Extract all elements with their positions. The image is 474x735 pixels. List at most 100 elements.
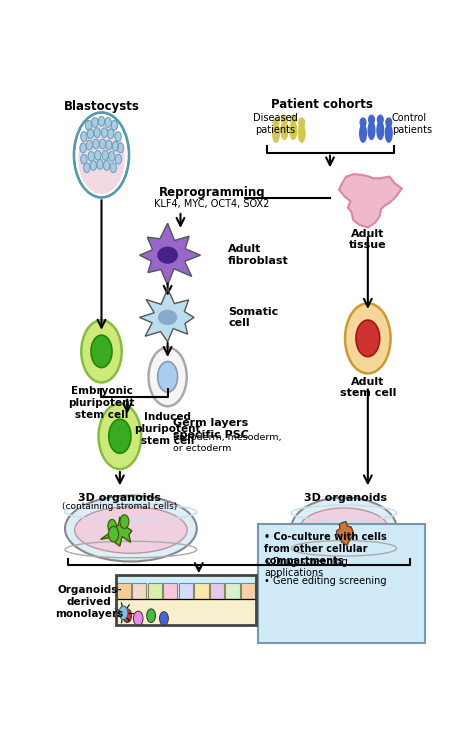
Circle shape <box>103 161 110 171</box>
Circle shape <box>112 141 118 151</box>
Text: (containing stromal cells): (containing stromal cells) <box>62 503 177 512</box>
Circle shape <box>82 320 122 382</box>
Ellipse shape <box>74 506 187 553</box>
Text: Adult
tissue: Adult tissue <box>349 229 387 250</box>
Circle shape <box>74 112 129 198</box>
Text: • Co-culture with cells
from other cellular
compartments: • Co-culture with cells from other cellu… <box>264 532 387 566</box>
Circle shape <box>102 151 108 160</box>
Ellipse shape <box>158 247 177 263</box>
Bar <box>194 583 209 599</box>
Circle shape <box>115 154 121 164</box>
Ellipse shape <box>360 124 366 142</box>
Circle shape <box>84 163 90 173</box>
Text: Adult
fibroblast: Adult fibroblast <box>228 244 289 266</box>
Circle shape <box>160 612 168 625</box>
Text: Patient cohorts: Patient cohorts <box>271 98 373 110</box>
Circle shape <box>111 121 118 130</box>
Text: Reprogramming: Reprogramming <box>158 187 265 199</box>
Circle shape <box>86 140 92 150</box>
Circle shape <box>88 151 94 161</box>
Circle shape <box>134 611 143 626</box>
Polygon shape <box>337 522 354 545</box>
Circle shape <box>146 609 155 623</box>
Text: Somatic
cell: Somatic cell <box>228 306 279 329</box>
Circle shape <box>120 514 129 528</box>
Text: Germ layers
specific PSC: Germ layers specific PSC <box>173 418 249 440</box>
Text: Blastocysts: Blastocysts <box>64 101 139 113</box>
Ellipse shape <box>290 122 297 140</box>
Bar <box>116 599 256 625</box>
Circle shape <box>95 151 101 160</box>
Circle shape <box>97 159 103 169</box>
Bar <box>117 583 131 599</box>
Circle shape <box>99 117 105 126</box>
Text: Endoderm, mesoderm,
or ectoderm: Endoderm, mesoderm, or ectoderm <box>173 434 282 453</box>
Text: • Drug screening
applications: • Drug screening applications <box>264 557 348 578</box>
Circle shape <box>360 118 366 127</box>
Circle shape <box>115 132 121 141</box>
Circle shape <box>299 118 305 127</box>
Ellipse shape <box>291 498 397 559</box>
Bar <box>116 576 256 599</box>
Bar <box>226 583 239 599</box>
Circle shape <box>108 129 114 139</box>
Ellipse shape <box>273 124 279 142</box>
Ellipse shape <box>299 508 389 552</box>
Ellipse shape <box>159 310 177 324</box>
Circle shape <box>93 139 99 148</box>
Circle shape <box>356 320 380 356</box>
Circle shape <box>110 163 117 173</box>
FancyBboxPatch shape <box>258 524 425 643</box>
Circle shape <box>118 143 124 153</box>
Ellipse shape <box>65 495 197 562</box>
Text: Control
patients: Control patients <box>392 113 432 135</box>
Ellipse shape <box>377 122 383 140</box>
Ellipse shape <box>385 124 392 142</box>
Polygon shape <box>139 289 194 342</box>
Circle shape <box>91 335 112 368</box>
Ellipse shape <box>298 124 305 142</box>
Text: Embryonic
pluripotent
stem cell: Embryonic pluripotent stem cell <box>68 387 135 420</box>
Circle shape <box>79 123 124 193</box>
Circle shape <box>109 151 115 161</box>
Text: Organoids-
derived
monolayers: Organoids- derived monolayers <box>55 586 124 619</box>
Circle shape <box>90 161 97 171</box>
Circle shape <box>273 118 279 127</box>
Circle shape <box>282 115 287 124</box>
Ellipse shape <box>281 122 288 140</box>
Circle shape <box>108 520 117 533</box>
Circle shape <box>81 154 87 164</box>
Text: KLF4, MYC, OCT4, SOX2: KLF4, MYC, OCT4, SOX2 <box>154 198 269 209</box>
Circle shape <box>99 404 141 469</box>
Text: Induced
pluripotent
stem cell: Induced pluripotent stem cell <box>134 412 201 445</box>
Circle shape <box>109 526 118 542</box>
Circle shape <box>101 128 108 137</box>
Text: Adult
stem cell: Adult stem cell <box>340 377 396 398</box>
Circle shape <box>291 115 296 124</box>
Circle shape <box>109 419 131 453</box>
Circle shape <box>105 118 111 127</box>
Polygon shape <box>339 174 402 227</box>
Circle shape <box>386 118 392 127</box>
Circle shape <box>119 606 128 620</box>
Bar <box>164 583 177 599</box>
Circle shape <box>92 118 98 127</box>
Circle shape <box>158 362 178 392</box>
Circle shape <box>94 128 100 137</box>
Polygon shape <box>139 223 201 285</box>
Bar <box>132 583 146 599</box>
Bar <box>210 583 224 599</box>
Bar <box>148 583 162 599</box>
Circle shape <box>148 348 187 406</box>
Circle shape <box>369 115 374 124</box>
Bar <box>179 583 193 599</box>
Circle shape <box>80 143 86 153</box>
Circle shape <box>81 132 87 141</box>
Circle shape <box>85 121 92 130</box>
Circle shape <box>345 304 391 373</box>
Circle shape <box>106 140 112 150</box>
Ellipse shape <box>368 122 375 140</box>
Text: Diseased
patients: Diseased patients <box>253 113 298 135</box>
Text: 3D organoids: 3D organoids <box>304 493 387 503</box>
Circle shape <box>100 139 106 148</box>
